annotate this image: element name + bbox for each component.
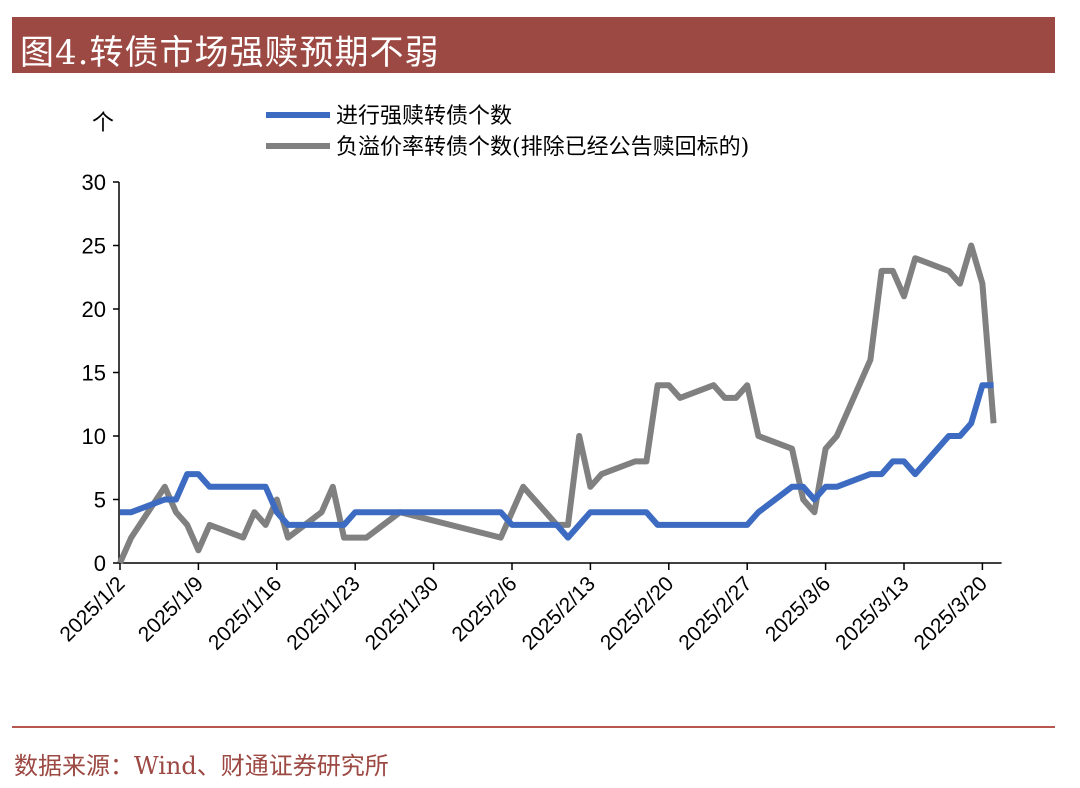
x-tick-label: 2025/2/27 xyxy=(674,572,756,654)
series-line-1 xyxy=(117,242,997,565)
x-tick-label: 2025/1/16 xyxy=(204,572,286,654)
series-lines xyxy=(117,242,997,565)
legend-label-0: 进行强赎转债个数 xyxy=(336,104,512,129)
x-tick-label: 2025/3/13 xyxy=(831,572,913,654)
y-tick-label: 10 xyxy=(82,424,106,449)
title-bar: 图4.转债市场强赎预期不弱 xyxy=(12,17,1055,73)
legend-label-1: 负溢价率转债个数(排除已经公告赎回标的) xyxy=(336,135,749,160)
x-tick-label: 2025/1/2 xyxy=(55,572,129,646)
y-axis-label: 个 xyxy=(92,111,114,136)
x-tick-label: 2025/2/20 xyxy=(596,572,678,654)
x-tick-label: 2025/3/20 xyxy=(910,572,992,654)
y-tick-label: 30 xyxy=(82,170,106,195)
source-note: 数据来源：Wind、财通证券研究所 xyxy=(14,752,389,780)
x-tick-label: 2025/3/6 xyxy=(761,572,835,646)
series-line-0 xyxy=(120,382,994,541)
divider xyxy=(12,726,1055,728)
y-tick-label: 25 xyxy=(82,234,106,259)
y-tick-label: 0 xyxy=(94,551,106,576)
x-tick-label: 2025/1/9 xyxy=(134,572,208,646)
y-tick-label: 20 xyxy=(82,297,106,322)
y-tick-label: 15 xyxy=(82,361,106,386)
figure-title: 图4.转债市场强赎预期不弱 xyxy=(20,33,440,73)
x-tick-label: 2025/1/30 xyxy=(361,572,443,654)
x-tick-label: 2025/1/23 xyxy=(282,572,364,654)
x-tick-label: 2025/2/13 xyxy=(518,572,600,654)
x-tick-label: 2025/2/6 xyxy=(447,572,521,646)
y-tick-label: 5 xyxy=(94,488,106,513)
